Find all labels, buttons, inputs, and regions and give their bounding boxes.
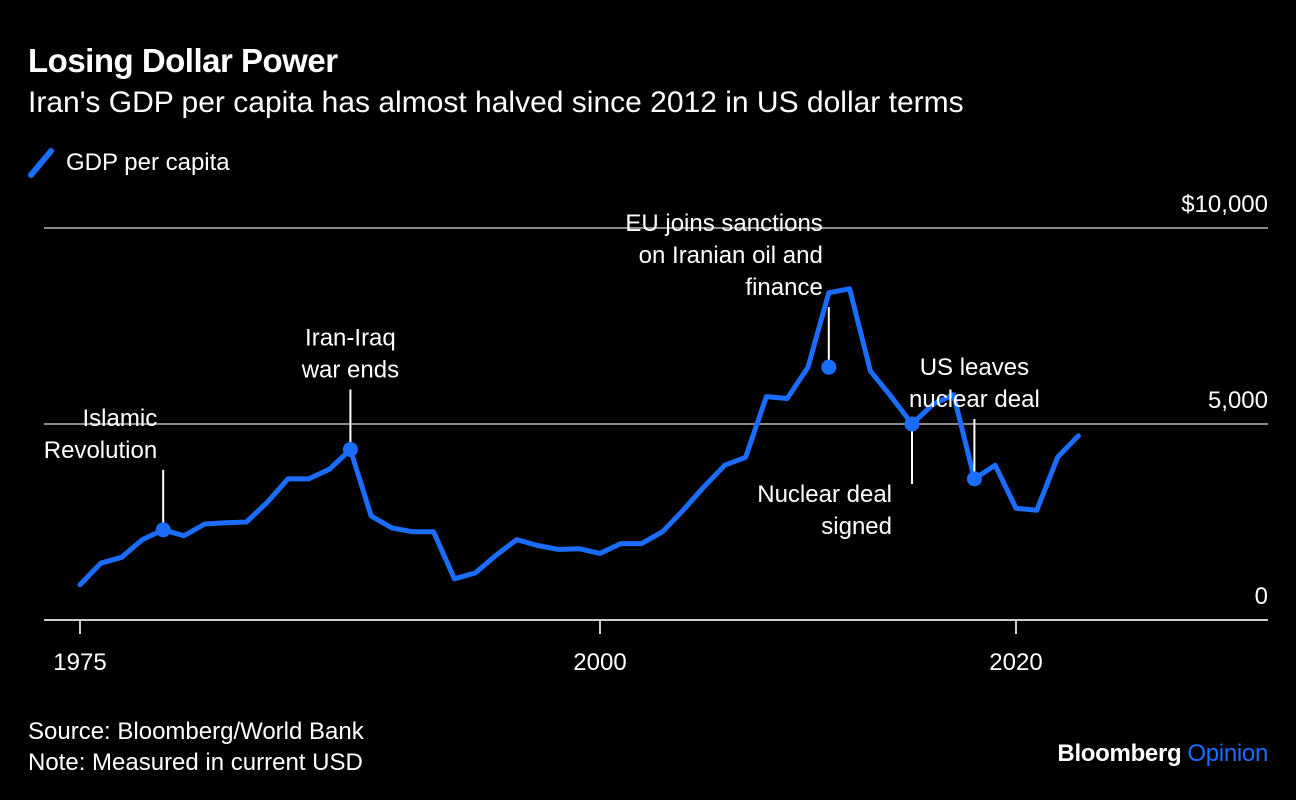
y-tick-label: 5,000 <box>1208 387 1268 414</box>
brand-name: Bloomberg <box>1057 740 1182 767</box>
annotation-label: US leaves <box>920 354 1029 381</box>
annotation-point <box>342 441 358 457</box>
measurement-note: Note: Measured in current USD <box>28 749 363 776</box>
annotation-label: Islamic <box>83 405 158 432</box>
legend-swatch-icon <box>28 148 54 178</box>
annotation-point <box>821 359 837 375</box>
y-tick-label: 0 <box>1255 583 1268 610</box>
legend: GDP per capita <box>28 148 230 178</box>
footer-notes: Source: Bloomberg/World Bank Note: Measu… <box>28 716 364 778</box>
annotation-point <box>155 522 171 538</box>
annotation-label: Revolution <box>44 437 157 464</box>
brand-logo: Bloomberg Opinion <box>1057 740 1268 768</box>
annotation-label: nuclear deal <box>909 386 1040 413</box>
chart-subtitle: Iran's GDP per capita has almost halved … <box>28 86 964 119</box>
annotation-point <box>966 471 982 487</box>
legend-label: GDP per capita <box>66 149 230 176</box>
brand-suffix: Opinion <box>1187 740 1268 767</box>
annotation-label: war ends <box>301 356 399 383</box>
series-line <box>77 286 1081 588</box>
x-tick-label: 2020 <box>989 649 1042 676</box>
annotation-label: on Iranian oil and <box>639 242 823 269</box>
annotation-label: signed <box>821 513 892 540</box>
y-tick-label: $10,000 <box>1181 191 1268 218</box>
annotation-label: Nuclear deal <box>757 481 892 508</box>
x-tick-label: 1975 <box>53 649 106 676</box>
annotation-label: Iran-Iraq <box>305 324 396 351</box>
annotation-label: finance <box>745 274 822 301</box>
chart-title: Losing Dollar Power <box>28 42 338 79</box>
annotation-label: EU joins sanctions <box>625 210 822 237</box>
x-tick-label: 2000 <box>573 649 626 676</box>
source-note: Source: Bloomberg/World Bank <box>28 718 364 745</box>
annotation-point <box>904 416 920 432</box>
